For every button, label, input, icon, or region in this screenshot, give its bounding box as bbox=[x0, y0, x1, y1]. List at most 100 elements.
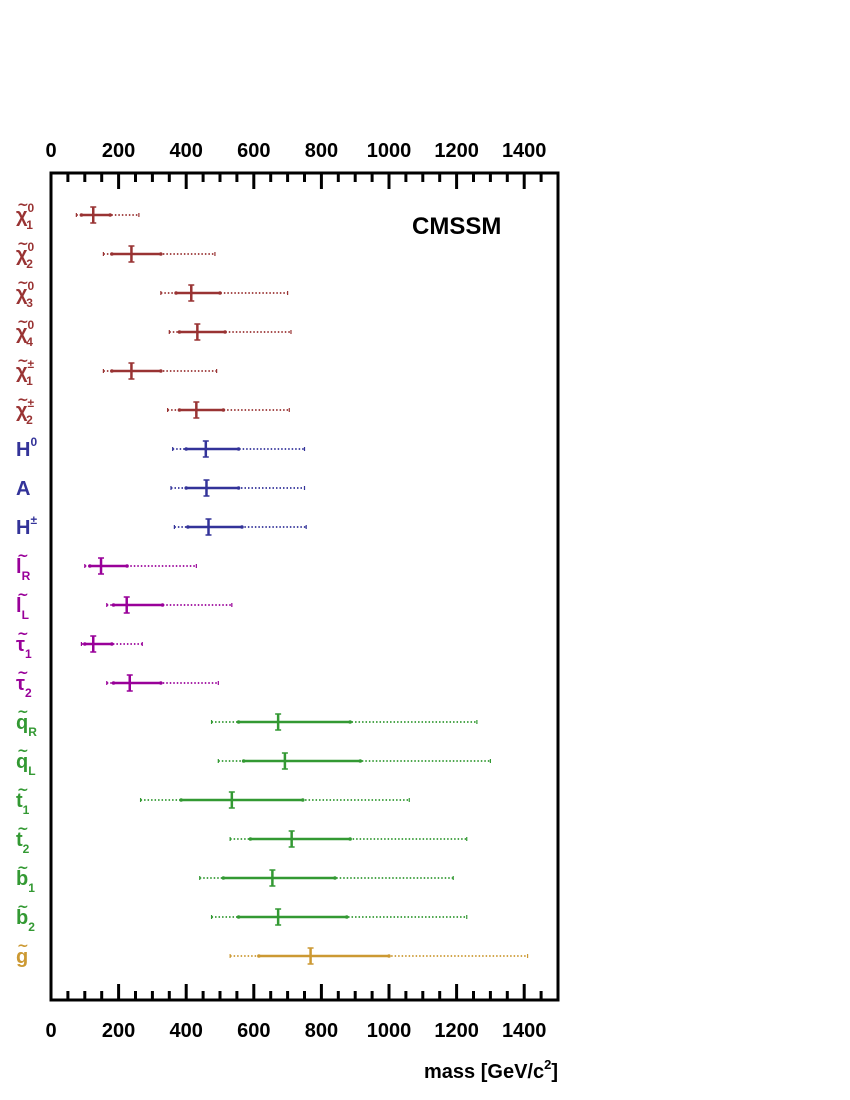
particle-subscript: R bbox=[22, 569, 31, 583]
particle-label: χ± 1 bbox=[16, 357, 35, 388]
particle-symbol: τ bbox=[16, 634, 25, 656]
particle-subscript: 2 bbox=[26, 257, 33, 271]
mass-range-row bbox=[102, 362, 218, 380]
particle-label: b1 bbox=[16, 868, 35, 895]
particle-label: χ0 4 bbox=[16, 318, 35, 349]
mass-range-row bbox=[106, 674, 219, 692]
inner-range-end bbox=[111, 681, 116, 685]
top-tick-label: 0 bbox=[45, 140, 56, 162]
tilde-mark: ~ bbox=[17, 353, 29, 369]
particle-symbol: b bbox=[16, 907, 28, 929]
particle-label: τ2 bbox=[16, 673, 32, 700]
particle-subscript: 2 bbox=[28, 920, 35, 934]
tilde-mark: ~ bbox=[17, 704, 29, 720]
mass-range-row bbox=[139, 791, 410, 809]
mass-range-row bbox=[102, 245, 216, 263]
x-axis-title-text: mass [GeV/c bbox=[424, 1061, 544, 1083]
inner-range-end bbox=[257, 954, 261, 958]
particle-subscript: L bbox=[22, 608, 29, 622]
bottom-tick-label: 1400 bbox=[502, 1020, 547, 1042]
particle-subscript: 1 bbox=[25, 647, 32, 661]
inner-range-end bbox=[110, 369, 114, 373]
tilde-mark: ~ bbox=[17, 665, 29, 681]
top-tick-label: 800 bbox=[305, 140, 338, 162]
top-tick-label: 1200 bbox=[434, 140, 479, 162]
inner-range-end bbox=[179, 798, 183, 802]
mass-range-row bbox=[170, 479, 306, 497]
inner-range-end bbox=[240, 525, 244, 529]
particle-symbol: A bbox=[16, 478, 30, 500]
mass-range-row bbox=[210, 713, 478, 731]
particle-subscript: 1 bbox=[26, 374, 33, 388]
particle-label: τ1 bbox=[16, 634, 32, 661]
bottom-tick-label: 200 bbox=[102, 1020, 135, 1042]
particle-label: A bbox=[16, 478, 30, 500]
bottom-axis-ticks bbox=[49, 984, 560, 1000]
particle-subscript: R bbox=[28, 725, 37, 739]
particle-subscript: 2 bbox=[26, 413, 33, 427]
tilde-mark: ~ bbox=[17, 314, 29, 330]
top-tick-label: 600 bbox=[237, 140, 270, 162]
mass-range-row bbox=[199, 869, 454, 887]
x-axis-title: mass [GeV/c2] bbox=[424, 1057, 558, 1083]
particle-symbol: H bbox=[16, 517, 30, 539]
inner-range-end bbox=[159, 681, 163, 685]
particle-symbol: t bbox=[16, 790, 23, 812]
inner-range-end bbox=[184, 447, 188, 451]
particle-symbol: τ bbox=[16, 673, 25, 695]
inner-range-end bbox=[348, 720, 352, 724]
particle-subscript: 2 bbox=[25, 686, 32, 700]
x-axis-title-end: ] bbox=[551, 1061, 558, 1083]
inner-range-end bbox=[333, 876, 337, 880]
particle-superscript: 0 bbox=[28, 201, 35, 215]
mass-range-row bbox=[106, 596, 233, 614]
particle-label: H± bbox=[16, 513, 37, 539]
tilde-mark: ~ bbox=[17, 587, 29, 603]
particle-label: t1 bbox=[16, 790, 30, 817]
top-tick-label: 1000 bbox=[367, 140, 412, 162]
tilde-mark: ~ bbox=[17, 938, 29, 954]
mass-range-row bbox=[84, 557, 197, 575]
particle-label: χ± 2 bbox=[16, 396, 35, 427]
particle-symbol: l bbox=[16, 595, 22, 617]
bottom-tick-label: 0 bbox=[45, 1020, 56, 1042]
bottom-tick-label: 600 bbox=[237, 1020, 270, 1042]
particle-superscript: ± bbox=[28, 396, 35, 410]
particle-labels: χ0 1~χ0 2~χ0 3~χ0 4~χ± 1~χ± 2~H0AH±lR~lL~τ1~τ2… bbox=[16, 197, 37, 968]
tilde-mark: ~ bbox=[17, 782, 29, 798]
particle-symbol: χ bbox=[16, 205, 28, 227]
bottom-tick-label: 1000 bbox=[367, 1020, 412, 1042]
inner-range-end bbox=[159, 252, 163, 256]
tilde-mark: ~ bbox=[17, 743, 29, 759]
particle-label: χ0 2 bbox=[16, 240, 35, 271]
mass-range-row bbox=[229, 830, 468, 848]
inner-range-end bbox=[177, 330, 182, 334]
particle-label: b2 bbox=[16, 907, 35, 934]
inner-range-end bbox=[344, 915, 349, 919]
particle-subscript: 1 bbox=[23, 803, 30, 817]
mass-range-row bbox=[173, 518, 307, 536]
inner-range-end bbox=[88, 564, 92, 568]
tilde-mark: ~ bbox=[17, 548, 29, 564]
mass-range-row bbox=[217, 752, 491, 770]
particle-subscript: 2 bbox=[23, 842, 30, 856]
inner-range-end bbox=[160, 603, 165, 607]
particle-symbol: l bbox=[16, 556, 22, 578]
particle-subscript: 3 bbox=[26, 296, 33, 310]
inner-range-end bbox=[248, 837, 253, 841]
inner-range-end bbox=[108, 213, 112, 217]
bottom-tick-label: 800 bbox=[305, 1020, 338, 1042]
tilde-mark: ~ bbox=[17, 860, 29, 876]
inner-range-end bbox=[218, 291, 222, 295]
bottom-tick-label: 400 bbox=[170, 1020, 203, 1042]
particle-superscript: 0 bbox=[28, 318, 35, 332]
particle-symbol: g bbox=[16, 946, 28, 968]
inner-range-end bbox=[348, 837, 352, 841]
tilde-mark: ~ bbox=[17, 392, 29, 408]
mass-range-row bbox=[167, 401, 290, 419]
inner-range-end bbox=[83, 642, 87, 646]
particle-label: qL bbox=[16, 751, 36, 778]
inner-range-end bbox=[221, 408, 226, 412]
inner-range-end bbox=[241, 759, 246, 763]
inner-range-end bbox=[110, 642, 114, 646]
